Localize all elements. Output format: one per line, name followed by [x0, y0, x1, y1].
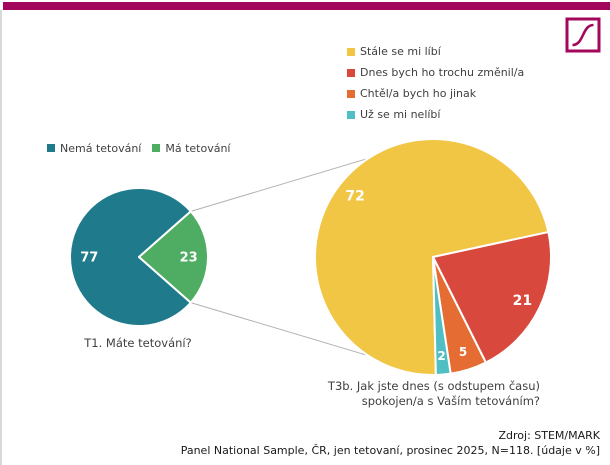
pie-value-label: 77	[80, 251, 98, 266]
pie2-caption-line2: spokojen/a s Vaším tetováním?	[361, 394, 540, 408]
pie-value-label: 21	[513, 293, 532, 309]
pie-value-label: 23	[180, 251, 198, 266]
legend-swatch	[47, 144, 55, 152]
pie-slice	[314, 138, 550, 376]
left-edge-divider	[0, 10, 2, 465]
source-line1: Zdroj: STEM/MARK	[498, 429, 600, 442]
legend-swatch	[347, 110, 355, 119]
ownership-legend: Nemá tetování Má tetování	[47, 141, 231, 155]
legend-swatch	[347, 47, 355, 56]
satisfaction-legend: Stále se mi líbí Dnes bych ho trochu změ…	[347, 41, 524, 125]
legend-item: Má tetování	[152, 141, 231, 155]
pie-1	[314, 138, 553, 376]
legend-label: Chtěl/a bych ho jinak	[360, 87, 477, 100]
pie1-caption: T1. Máte tetování?	[84, 336, 192, 350]
pie-value-label: 72	[345, 189, 364, 205]
legend-swatch	[347, 68, 355, 77]
pie2-caption: T3b. Jak jste dnes (s odstupem času) spo…	[250, 379, 540, 409]
legend-label: Dnes bych ho trochu změnil/a	[360, 66, 525, 79]
source-note: Zdroj: STEM/MARK Panel National Sample, …	[181, 429, 600, 458]
legend-item: Už se mi nelíbí	[347, 104, 524, 125]
legend-swatch	[152, 144, 161, 152]
legend-label: Už se mi nelíbí	[360, 108, 441, 121]
legend-item: Stále se mi líbí	[347, 41, 524, 62]
pie-value-label: 5	[459, 345, 467, 359]
logo-curve-icon	[572, 23, 594, 47]
legend-item: Dnes bych ho trochu změnil/a	[347, 62, 524, 83]
pie-slice	[432, 231, 553, 364]
pie-slice	[432, 256, 452, 376]
stemmark-logo	[565, 17, 601, 53]
legend-label: Stále se mi líbí	[360, 45, 441, 58]
pie-slice	[138, 210, 209, 304]
pie-value-label: 2	[437, 349, 445, 363]
pie2-caption-line1: T3b. Jak jste dnes (s odstupem času)	[327, 379, 540, 393]
legend-label: Nemá tetování	[60, 141, 142, 155]
legend-label: Má tetování	[165, 141, 231, 155]
brand-top-bar	[3, 2, 610, 10]
legend-swatch	[347, 89, 355, 98]
pie-slice	[69, 187, 192, 327]
legend-item: Nemá tetování	[47, 141, 141, 155]
source-line2: Panel National Sample, ČR, jen tetovaní,…	[180, 443, 600, 457]
legend-item: Chtěl/a bych ho jinak	[347, 83, 524, 104]
pie-0	[69, 187, 209, 327]
